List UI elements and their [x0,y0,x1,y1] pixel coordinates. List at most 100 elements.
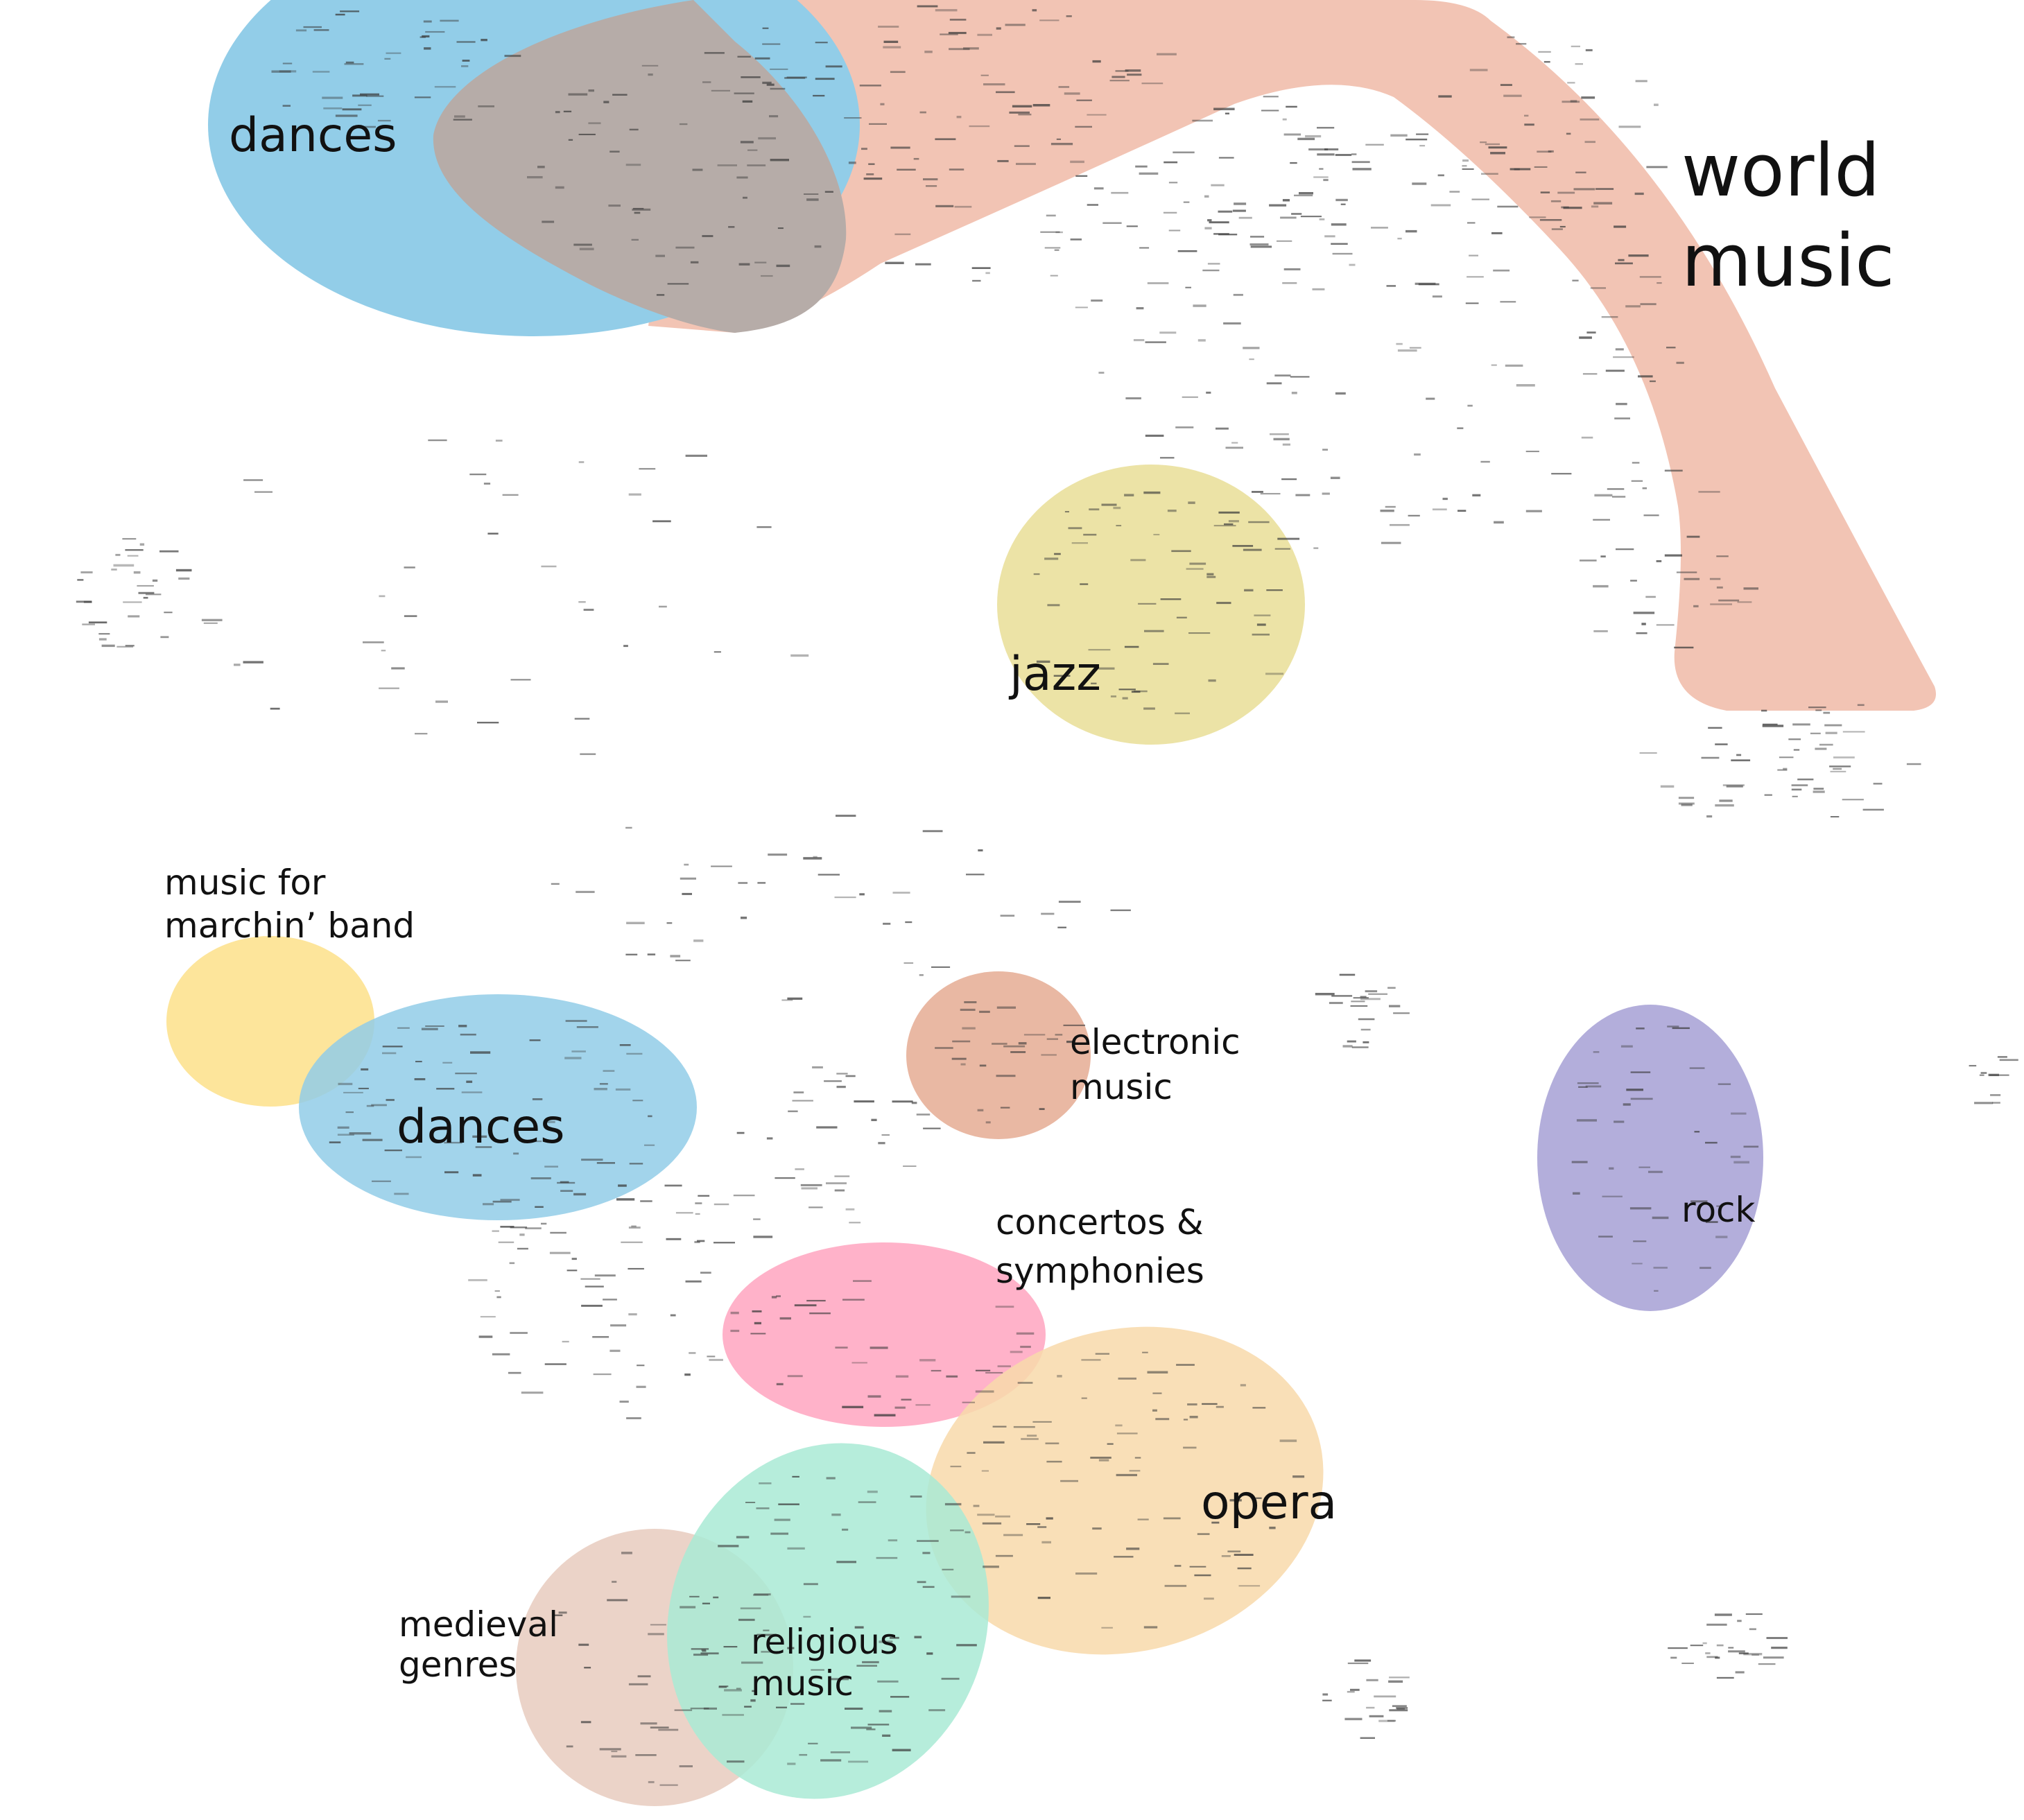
genre-node [1580,560,1597,562]
genre-node [787,1375,803,1378]
genre-node [713,651,721,653]
genre-node [1189,1566,1206,1568]
genre-node [1213,107,1235,110]
genre-node [895,1375,909,1378]
genre-node [349,1132,372,1135]
genre-node [848,162,856,164]
genre-node [979,1064,987,1067]
genre-node [861,148,867,150]
genre-node [771,1296,777,1299]
genre-node [1026,1435,1037,1437]
genre-node [1381,541,1401,544]
genre-node [610,1324,627,1327]
genre-node [1110,695,1116,697]
genre-node [803,1615,811,1618]
label-jazz: jazz [1008,647,1101,702]
genre-node [1378,1719,1395,1722]
genre-node [842,1528,849,1531]
genre-node [1602,1195,1623,1197]
genre-node [404,566,415,569]
genre-node [951,1057,967,1060]
genre-node [1761,709,1767,712]
genre-node [1458,510,1467,512]
genre-node [664,1184,682,1187]
genre-node [1634,192,1644,196]
genre-node [1090,1457,1112,1459]
genre-node [1133,339,1145,342]
genre-node [954,205,972,208]
genre-node [717,164,737,166]
genre-node [1791,788,1802,791]
genre-node [82,623,95,625]
genre-node [1906,763,1921,765]
genre-node [890,71,906,73]
genre-node [1736,754,1742,756]
genre-node [885,261,904,264]
genre-node [690,261,699,263]
genre-node [544,1363,566,1365]
genre-node [1593,519,1610,521]
genre-node [1491,232,1503,234]
genre-node [1605,370,1625,372]
genre-node [1324,235,1335,238]
genre-node [756,526,772,528]
genre-node [1397,349,1417,352]
genre-node [1197,1533,1210,1535]
genre-node [1294,194,1313,197]
genre-node [1829,765,1851,768]
genre-node [892,1749,911,1751]
genre-node [1269,204,1287,207]
genre-node [492,1200,512,1203]
genre-node [1667,1025,1679,1028]
genre-node [1225,447,1243,449]
genre-node [1825,731,1837,734]
genre-node [967,1452,976,1454]
genre-node [625,953,638,955]
genre-node [1733,1161,1749,1164]
genre-node [1595,188,1614,190]
genre-node [1614,417,1630,419]
genre-node [1639,276,1661,278]
genre-node [703,1707,717,1710]
genre-node [1075,306,1088,309]
genre-node [571,1258,577,1260]
genre-node [1152,1392,1162,1394]
genre-node [1277,537,1300,540]
genre-node [1601,316,1618,318]
genre-node [1471,198,1489,200]
genre-node [382,1046,403,1048]
genre-node [1213,233,1229,235]
genre-node [734,92,754,94]
genre-node [1057,926,1066,928]
genre-node [123,601,142,603]
genre-node [1160,457,1175,459]
genre-node [1153,534,1160,536]
genre-node [254,491,273,493]
genre-node [425,31,445,33]
genre-node [1046,1460,1062,1463]
genre-node [133,571,141,574]
opera-region [926,1326,1324,1655]
genre-node [950,1529,965,1532]
genre-node [836,1561,856,1563]
genre-node [599,1748,621,1751]
genre-node [391,667,405,670]
genre-node [691,1648,709,1650]
genre-node [1716,1205,1722,1207]
genre-node [879,1640,893,1643]
genre-node [693,1654,709,1656]
genre-node [1193,304,1206,307]
genre-node [1620,1045,1633,1048]
genre-node [818,874,840,876]
genre-node [883,40,899,43]
genre-node [1791,784,1808,786]
genre-node [1054,553,1061,555]
genre-node [982,1522,1002,1525]
genre-node [1017,1382,1033,1384]
genre-node [1127,73,1142,76]
genre-node [648,73,653,76]
genre-node [799,1753,808,1756]
genre-node [143,596,148,599]
genre-node [1392,1705,1407,1707]
genre-node [1650,380,1656,383]
